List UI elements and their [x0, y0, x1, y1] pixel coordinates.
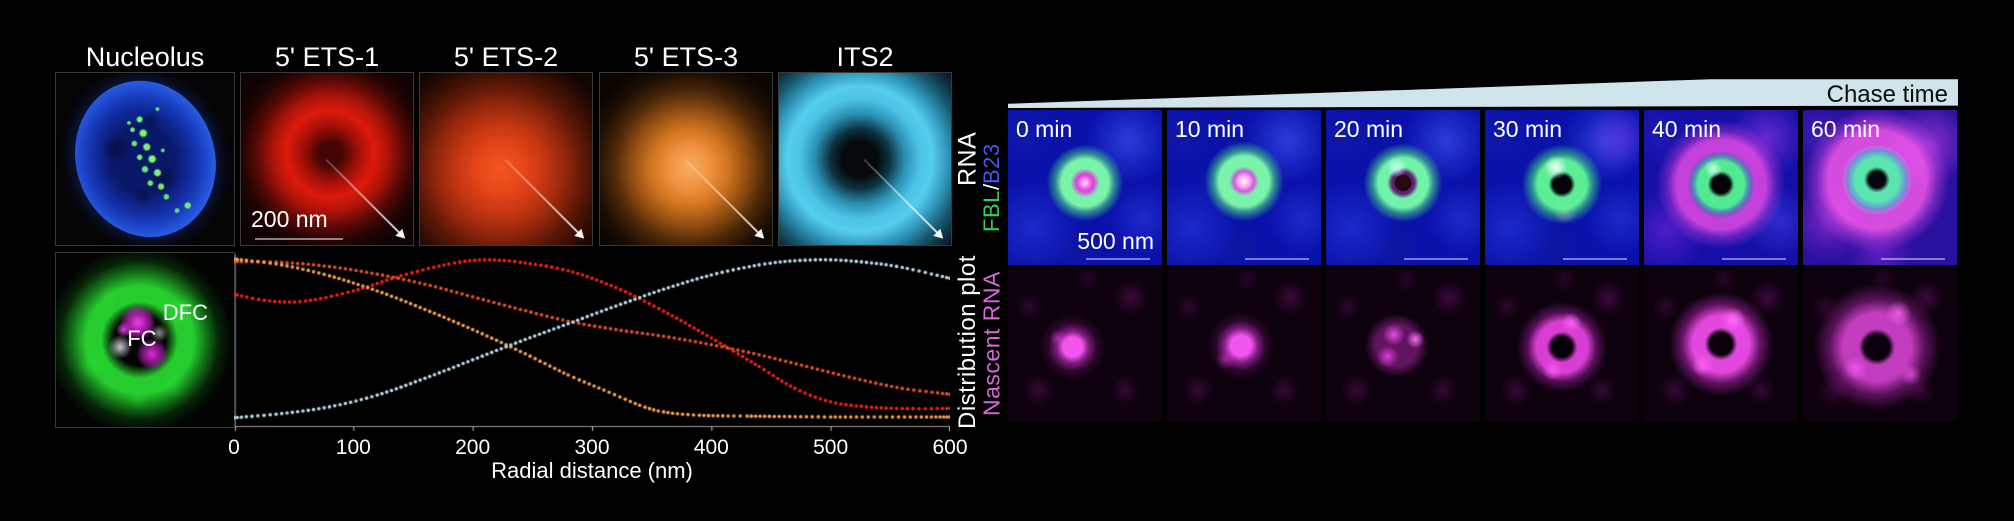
nascent-rna-row-label: Nascent RNA	[978, 271, 1005, 417]
nucleolus-speckles	[56, 73, 234, 245]
time-label: 20 min	[1334, 116, 1404, 142]
chase-fbl-panel-20min: 20 min	[1326, 110, 1480, 265]
x-axis-label: Radial distance (nm)	[491, 458, 693, 483]
fbl-signal	[1644, 110, 1798, 265]
x-tick-labels: 0 100 200 300 400 500 600	[228, 436, 967, 459]
fc-dfc-image: DFC FC	[55, 252, 235, 428]
fc-label: FC	[127, 326, 157, 352]
nascent-rna-signal	[1644, 267, 1798, 421]
nascent-rna-signal	[1167, 267, 1321, 421]
chase-fbl-panel-60min: 60 min	[1803, 110, 1957, 265]
header-5ets1: 5' ETS-1	[274, 42, 380, 72]
x-tick-label: 400	[693, 436, 729, 459]
chase-nascent-panel-40min	[1644, 267, 1798, 421]
chase-nascent-panel-0min	[1008, 267, 1162, 421]
ets1-image: 200 nm	[240, 72, 414, 246]
ets2-image	[419, 72, 593, 246]
fbl-signal	[1803, 110, 1957, 265]
ets3-image	[599, 72, 773, 246]
chase-nascent-panel-10min	[1167, 267, 1321, 421]
chase-fbl-panel-40min: 40 min	[1644, 110, 1798, 265]
header-5ets2: 5' ETS-2	[453, 42, 559, 72]
time-label: 60 min	[1811, 116, 1881, 142]
chase-fbl-panel-10min: 10 min	[1167, 110, 1321, 265]
chase-nascent-panel-20min	[1326, 267, 1480, 421]
chase-nascent-panel-60min	[1803, 267, 1957, 421]
fbl-signal	[1326, 110, 1480, 265]
x-tick-label: 300	[574, 436, 610, 459]
scale-bar-line	[1404, 258, 1468, 260]
nascent-rna-signal	[1485, 267, 1639, 421]
scale-bar-label: 200 nm	[251, 206, 328, 232]
distribution-plot	[234, 250, 950, 434]
its2-image	[778, 72, 952, 246]
scale-bar-line	[1245, 258, 1309, 260]
header-nucleolus: Nucleolus	[85, 42, 205, 72]
fbl-signal	[1167, 110, 1321, 265]
fc-dfc-signal	[56, 253, 234, 427]
b23-label: B23	[979, 142, 1004, 184]
scale-bar-label: 500 nm	[1077, 228, 1154, 254]
scale-bar-line	[255, 238, 343, 240]
nascent-rna-signal	[1008, 267, 1162, 421]
time-label: 40 min	[1652, 116, 1722, 142]
x-tick-label: 100	[335, 436, 371, 459]
x-tick-label: 200	[455, 436, 491, 459]
header-its2: ITS2	[836, 42, 894, 72]
time-label: 10 min	[1175, 116, 1245, 142]
nascent-rna-signal	[1326, 267, 1480, 421]
scale-bar-line	[1881, 258, 1945, 260]
x-tick-label: 0	[228, 436, 240, 459]
chase-nascent-panel-30min	[1485, 267, 1639, 421]
distribution-plot-canvas	[234, 250, 950, 434]
fbl-signal	[1485, 110, 1639, 265]
time-label: 0 min	[1016, 116, 1073, 142]
x-tick-label: 500	[813, 436, 849, 459]
scale-bar-line	[1086, 258, 1150, 260]
scale-bar-line	[1722, 258, 1786, 260]
scale-bar-line	[1563, 258, 1627, 260]
time-label: 30 min	[1493, 116, 1563, 142]
dfc-label: DFC	[162, 299, 209, 325]
chase-time-label: Chase time	[1826, 81, 1948, 108]
slash-label: /	[979, 183, 1004, 191]
x-tick-label: 600	[932, 436, 968, 459]
header-5ets3: 5' ETS-3	[633, 42, 739, 72]
chase-time-banner: Chase time	[1008, 79, 1958, 108]
nascent-rna-signal	[1803, 267, 1957, 421]
fbl-b23-row-label: FBL / B23	[978, 110, 1006, 265]
chase-fbl-panel-30min: 30 min	[1485, 110, 1639, 265]
fbl-signal	[1008, 110, 1162, 265]
nucleolus-image	[55, 72, 235, 246]
chase-fbl-panel-0min: 0 min 500 nm	[1008, 110, 1162, 265]
fbl-label: FBL	[979, 190, 1004, 233]
